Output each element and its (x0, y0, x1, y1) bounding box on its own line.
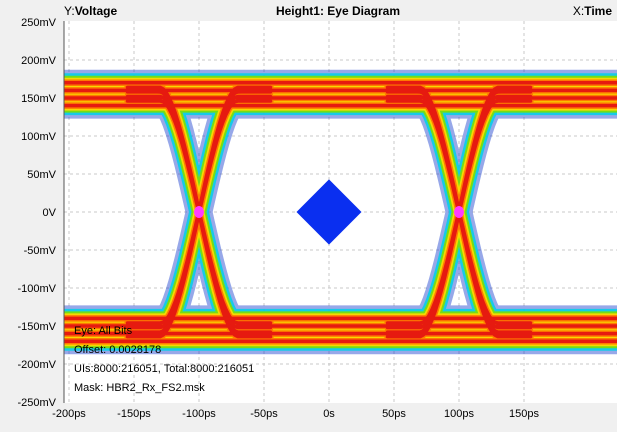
mask-diamond (296, 179, 362, 245)
x-axis-prefix: X: (573, 4, 584, 18)
y-tick-label: 50mV (27, 169, 56, 181)
y-tick-label: -100mV (17, 283, 56, 295)
x-tick-label: -200ps (52, 408, 86, 420)
x-tick-label: 150ps (509, 408, 539, 420)
mask-region (296, 179, 362, 245)
info-overlay: Eye: All Bits Offset: 0.0028178 UIs:8000… (74, 325, 254, 394)
x-tick-label: 100ps (444, 408, 474, 420)
eye-density-traces (64, 69, 617, 355)
y-tick-label: -200mV (17, 359, 56, 371)
x-tick-label: -100ps (182, 408, 216, 420)
y-tick-label: -250mV (17, 397, 56, 409)
info-eye-bits: Eye: All Bits (74, 325, 133, 337)
x-axis-ticks: -200ps -150ps -100ps -50ps 0s 50ps 100ps 150ps (52, 408, 539, 420)
y-tick-label: 200mV (21, 55, 57, 67)
x-axis-header: X:Time (573, 4, 612, 18)
x-axis-label: Time (584, 4, 612, 18)
chart-title: Height1: Eye Diagram (276, 4, 400, 18)
x-tick-label: 0s (323, 408, 335, 420)
y-tick-label: -150mV (17, 321, 56, 333)
info-mask: Mask: HBR2_Rx_FS2.msk (74, 382, 205, 394)
y-axis-ticks: 250mV 200mV 150mV 100mV 50mV 0V -50mV -100mV -15… (17, 17, 56, 409)
y-tick-label: 0V (43, 207, 57, 219)
x-tick-label: -50ps (250, 408, 278, 420)
y-axis-header: Y:Voltage (64, 4, 117, 18)
y-axis-label: Voltage (75, 4, 118, 18)
x-tick-label: -150ps (117, 408, 151, 420)
y-tick-label: 250mV (21, 17, 57, 29)
info-offset: Offset: 0.0028178 (74, 344, 161, 356)
y-tick-label: 150mV (21, 93, 57, 105)
x-tick-label: 50ps (382, 408, 406, 420)
crossing-point (194, 206, 204, 218)
info-uis: UIs:8000:216051, Total:8000:216051 (74, 363, 254, 375)
y-tick-label: 100mV (21, 131, 57, 143)
y-axis-prefix: Y: (64, 4, 75, 18)
crossing-point (454, 206, 464, 218)
y-tick-label: -50mV (24, 245, 57, 257)
